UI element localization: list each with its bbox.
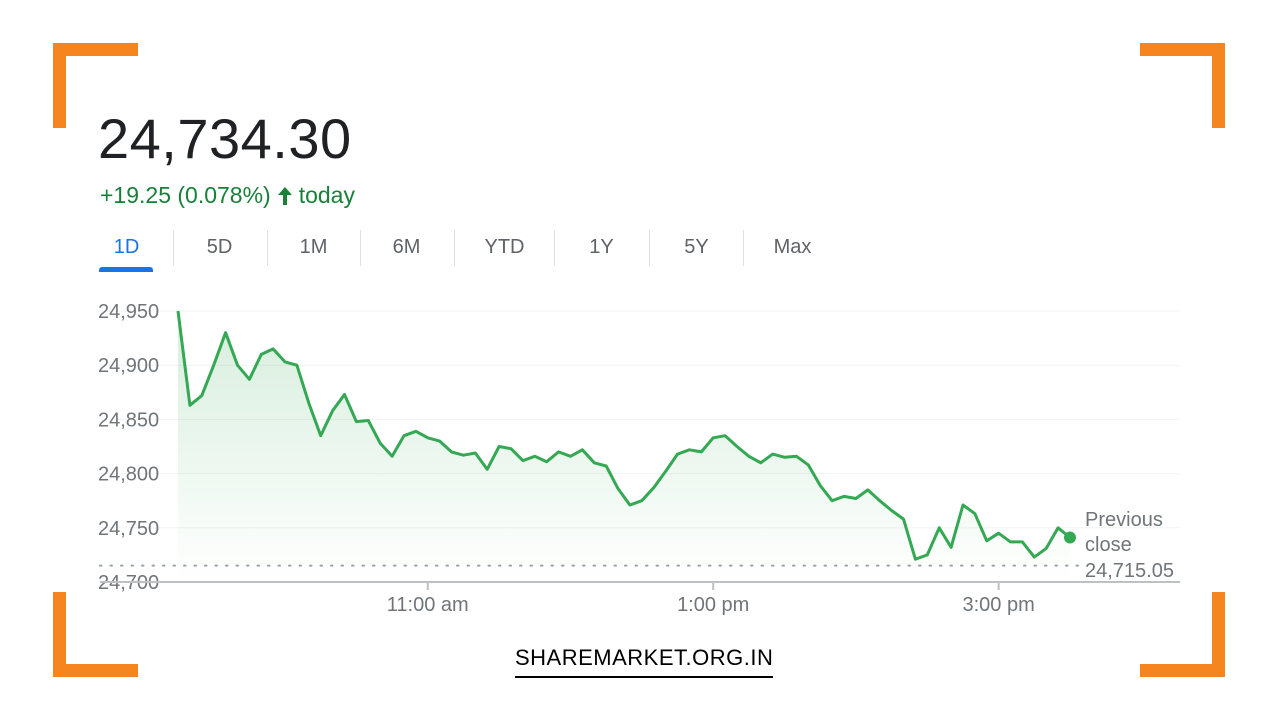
tab-label: 5Y [684,236,709,258]
tab-divider [554,230,555,266]
x-tick-label: 11:00 am [387,594,469,616]
tab-label: 1M [299,236,328,258]
y-tick-label: 24,950 [98,301,159,323]
y-tick-label: 24,800 [98,464,159,486]
price-line [176,310,1071,561]
tab-label: YTD [484,236,525,258]
tab-1m[interactable]: 1M [267,226,360,272]
tab-5d[interactable]: 5D [173,226,266,272]
tab-label: 1D [113,236,140,258]
tab-label: 5D [206,236,233,258]
frame-corner-top-left [53,43,138,128]
tab-5y[interactable]: 5Y [650,226,743,272]
previous-close-label-2: close [1085,534,1132,556]
tab-divider [743,230,744,266]
y-tick-label: 24,900 [98,355,159,377]
brand-label: SHAREMARKET.ORG.IN [515,645,774,678]
tab-label: 6M [392,236,421,258]
frame-corner-bottom-left [53,592,138,677]
y-tick-label: 24,850 [98,409,159,431]
tab-divider [360,230,361,266]
frame-corner-top-right [1140,43,1225,128]
x-tick-label: 3:00 pm [963,594,1035,616]
tab-1y[interactable]: 1Y [555,226,648,272]
tab-divider [267,230,268,266]
current-price: 24,734.30 [98,107,352,170]
tab-label: Max [773,236,812,258]
tab-label: 1Y [589,236,614,258]
last-price-marker [1064,531,1076,544]
change-period: today [298,182,355,208]
x-axis-tick-labels: 11:00 am 1:00 pm 3:00 pm [387,582,1035,616]
price-change: +19.25 (0.078%) today [100,182,355,209]
previous-close-label: Previous [1085,509,1163,531]
active-tab-indicator [99,267,153,272]
tab-max[interactable]: Max [746,226,839,272]
price-area-fill [178,311,1070,582]
tab-divider [649,230,650,266]
arrow-up-icon [277,186,293,206]
x-tick-label: 1:00 pm [677,594,749,616]
change-value: +19.25 (0.078%) [100,182,271,208]
tab-divider [454,230,455,266]
tab-ytd[interactable]: YTD [458,226,551,272]
previous-close-value: 24,715.05 [1085,560,1174,582]
tab-1d[interactable]: 1D [80,226,173,272]
tab-6m[interactable]: 6M [360,226,453,272]
y-tick-label: 24,750 [98,518,159,540]
frame-corner-bottom-right [1140,592,1225,677]
tab-divider [173,230,174,266]
